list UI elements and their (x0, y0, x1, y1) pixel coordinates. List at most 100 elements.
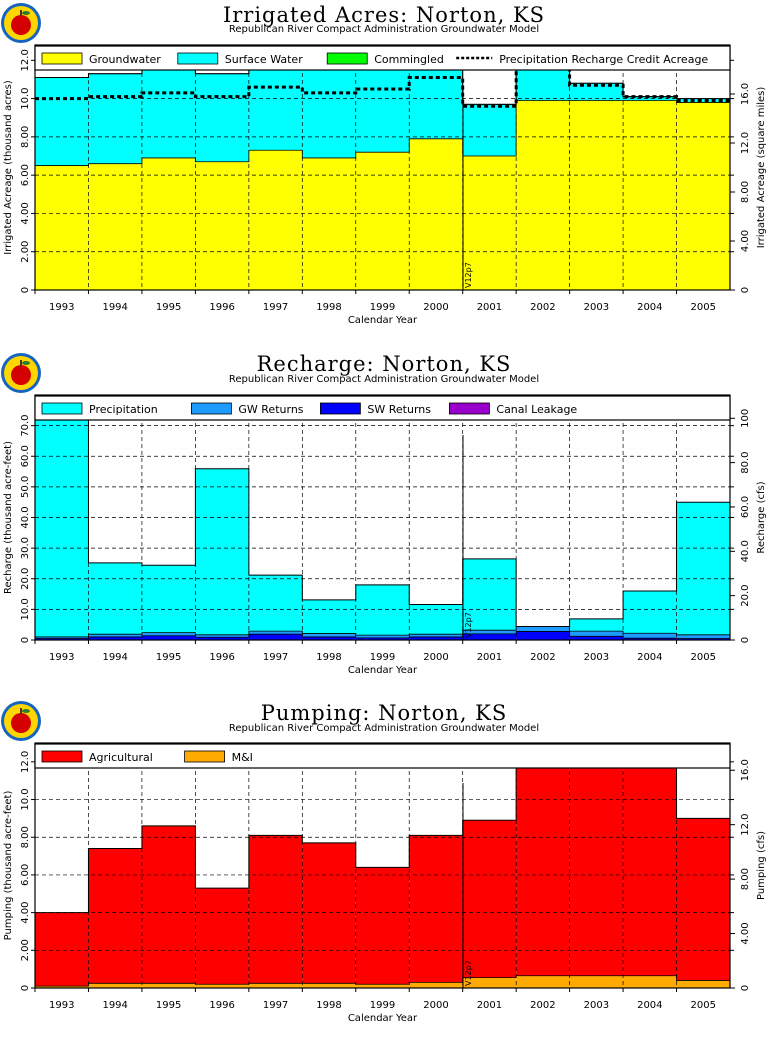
version-marker-label: V12p7 (464, 960, 473, 986)
bar-segment (516, 631, 570, 640)
bar-segment (409, 634, 463, 637)
bar-segment (676, 98, 730, 103)
y-tick-label: 12.0 (20, 49, 31, 71)
y2-tick-label: 4.00 (740, 922, 751, 944)
y-tick-label: 4.00 (20, 202, 31, 224)
y2-tick-label: 40.0 (740, 540, 751, 562)
bar-segment (141, 157, 196, 290)
series-boundary (35, 975, 730, 987)
bar-segment (195, 634, 249, 638)
y2-axis-label: Pumping (cfs) (756, 831, 767, 900)
y-tick-label: 0 (20, 985, 31, 991)
recharge-chart: 0 10.0 20.0 30.0 40.0 50.0 60.0 70.0 0 20.0 40.0 60… (3, 394, 767, 676)
x-tick-label: 2001 (477, 302, 502, 313)
bar-segment (141, 825, 196, 984)
x-tick-label: 2003 (584, 302, 609, 313)
bar-segment (141, 565, 196, 633)
y2-axis-label: Recharge (cfs) (756, 481, 767, 553)
bar-segment (569, 975, 624, 988)
x-tick-label: 2004 (637, 1000, 662, 1011)
bar-segment (409, 636, 463, 640)
irrigated-acres-panel: Irrigated Acres: Norton, KS Republican R… (0, 0, 768, 340)
bar-segment (516, 975, 570, 988)
legend-label: Groundwater (89, 53, 161, 66)
bar-segment (302, 842, 356, 984)
apple-logo-icon (1, 3, 41, 43)
bar-segment (623, 96, 677, 101)
x-tick-label: 1996 (209, 652, 234, 663)
y-tick-label: 6.00 (20, 164, 31, 186)
bar-segment (409, 982, 463, 988)
legend-swatch (41, 402, 83, 415)
bar-segment (623, 975, 677, 988)
x-tick-label: 1993 (49, 302, 74, 313)
y-tick-label: 50.0 (20, 476, 31, 498)
chart-title: Pumping: Norton, KS (260, 701, 508, 725)
x-tick-label: 1998 (316, 652, 341, 663)
x-tick-label: 1994 (102, 302, 127, 313)
bar-segment (195, 468, 249, 635)
bar-segment (302, 636, 356, 640)
legend-swatch (184, 750, 226, 763)
bar-segment (248, 835, 303, 984)
x-tick-label: 2002 (530, 302, 555, 313)
bar-segment (35, 912, 89, 987)
bar-segment (623, 638, 677, 640)
chart-title: Recharge: Norton, KS (256, 352, 512, 376)
y2-tick-label: 80.0 (740, 451, 751, 473)
y2-tick-label: 16.0 (740, 759, 751, 781)
bar-segment (88, 636, 142, 640)
recharge-panel: Recharge: Norton, KS Republican River Co… (1, 352, 767, 676)
bar-segment (409, 835, 463, 983)
version-marker-label: V12p7 (464, 262, 473, 288)
bar-segment (676, 638, 730, 640)
y-tick-label: 70.0 (20, 414, 31, 436)
bar-segment (195, 888, 249, 985)
y-tick-label: 60.0 (20, 445, 31, 467)
x-tick-label: 1996 (209, 1000, 234, 1011)
bar-segment (248, 631, 303, 635)
x-tick-label: 1995 (156, 302, 181, 313)
y2-tick-label: 0 (740, 985, 751, 991)
y2-tick-label: 0 (740, 287, 751, 293)
x-tick-label: 1994 (102, 652, 127, 663)
bar-segment (248, 575, 303, 632)
legend-label: Canal Leakage (496, 403, 577, 416)
legend-label: Precipitation (89, 403, 158, 416)
bar-segment (623, 100, 677, 290)
x-tick-label: 2001 (477, 652, 502, 663)
y-tick-label: 0 (20, 637, 31, 643)
bar-segment (88, 634, 142, 637)
series-boundary (35, 631, 730, 639)
legend-swatch (41, 750, 83, 763)
bar-segment (462, 977, 517, 988)
x-tick-label: 2005 (691, 1000, 716, 1011)
x-tick-label: 1997 (263, 302, 288, 313)
bar-segment (355, 984, 410, 988)
bar-segment (195, 637, 249, 640)
x-tick-label: 1997 (263, 1000, 288, 1011)
legend-label: Precipitation Recharge Credit Acreage (499, 53, 708, 66)
bar-segment (355, 867, 410, 985)
bar-segment (462, 156, 517, 290)
bar-segment (35, 77, 89, 166)
bar-segment (569, 763, 624, 976)
bar-segment (462, 633, 517, 640)
bar-segment (569, 631, 624, 637)
legend-swatch (326, 52, 368, 65)
x-tick-label: 1999 (370, 1000, 395, 1011)
bar-segment (302, 633, 356, 637)
bar-segment (35, 401, 89, 637)
x-tick-label: 1998 (316, 302, 341, 313)
y-tick-label: 12.0 (20, 751, 31, 773)
precip-credit-line (35, 51, 730, 108)
bar-segment (35, 986, 89, 988)
legend-label: Commingled (374, 53, 444, 66)
y2-tick-label: 12.0 (740, 132, 751, 154)
y-tick-label: 10.0 (20, 87, 31, 109)
x-axis-label: Calendar Year (348, 1013, 418, 1024)
y-tick-label: 2.00 (20, 241, 31, 263)
legend-label: M&I (232, 751, 253, 764)
y-tick-label: 8.00 (20, 826, 31, 848)
x-tick-label: 2004 (637, 302, 662, 313)
